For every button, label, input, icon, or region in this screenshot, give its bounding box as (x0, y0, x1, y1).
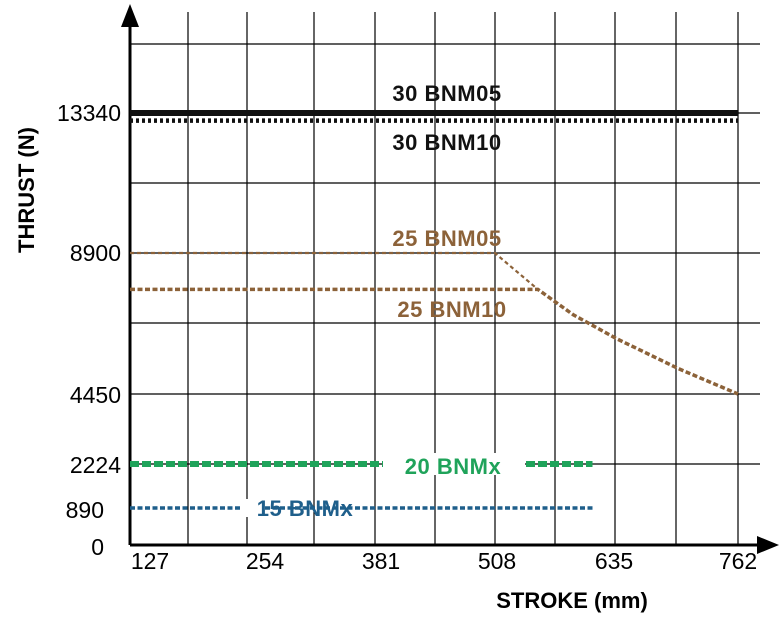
series-label-25-bnm10: 25 BNM10 (397, 297, 506, 322)
label-background (383, 453, 525, 475)
series-line-25-bnm10 (130, 287, 739, 396)
x-tick-label: 762 (719, 548, 757, 574)
x-axis-arrow (757, 536, 779, 554)
y-tick-label: 13340 (57, 100, 121, 126)
x-tick-label: 381 (362, 548, 400, 574)
x-tick-label: 635 (595, 548, 633, 574)
labels-layer: 30 BNM05 30 BNM10 25 BNM05 25 BNM10 20 BNMx 1… (257, 81, 506, 521)
y-axis-arrow (121, 4, 139, 27)
x-axis-title: STROKE (mm) (496, 588, 648, 613)
y-tick-label: 8900 (70, 240, 121, 266)
x-tick-label: 508 (478, 548, 516, 574)
y-tick-labels: 0 890 2224 4450 8900 13340 (57, 100, 121, 560)
series-label-15-bnmx: 15 BNMx (257, 496, 354, 521)
x-tick-label: 254 (246, 548, 285, 574)
y-tick-label: 4450 (70, 382, 121, 408)
y-axis-title: THRUST (N) (14, 127, 39, 253)
y-tick-label: 2224 (70, 452, 121, 478)
y-tick-label: 890 (66, 497, 104, 523)
series-label-20-bnmx: 20 BNMx (405, 454, 502, 479)
series-label-30-bnm10: 30 BNM10 (392, 130, 501, 155)
series-label-25-bnm05: 25 BNM05 (392, 226, 501, 251)
label-background (240, 499, 262, 517)
series-layer (130, 110, 739, 517)
x-tick-labels: 127 254 381 508 635 762 (131, 548, 757, 574)
y-tick-label: 0 (91, 534, 104, 560)
series-line-25-bnm05 (130, 251, 539, 291)
series-label-30-bnm05: 30 BNM05 (392, 81, 501, 106)
x-tick-label: 127 (131, 548, 169, 574)
